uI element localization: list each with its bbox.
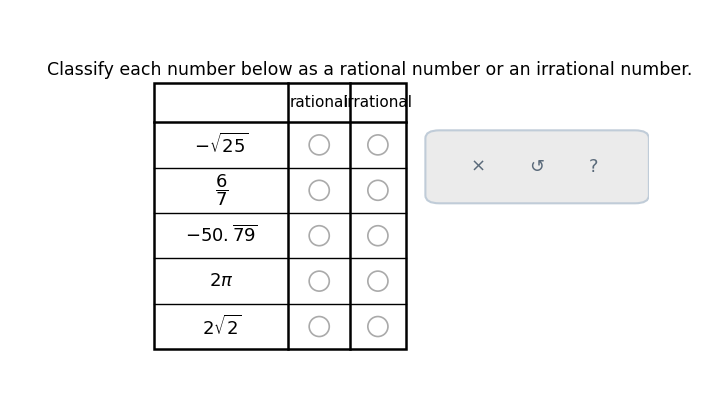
Text: ×: ×: [471, 158, 486, 176]
Bar: [154, 83, 406, 349]
Text: $\dfrac{6}{7}$: $\dfrac{6}{7}$: [215, 173, 228, 208]
Text: $-50.\overline{79}$: $-50.\overline{79}$: [185, 225, 257, 246]
Text: ?: ?: [588, 158, 598, 176]
Text: irrational: irrational: [343, 95, 412, 110]
Text: Classify each number below as a rational number or an irrational number.: Classify each number below as a rational…: [47, 61, 692, 79]
Text: rational: rational: [290, 95, 348, 110]
FancyBboxPatch shape: [425, 130, 649, 203]
Text: $2\pi$: $2\pi$: [209, 272, 234, 290]
Text: $2\sqrt{2}$: $2\sqrt{2}$: [201, 314, 242, 339]
Text: ↺: ↺: [530, 158, 544, 176]
Text: $-\sqrt{25}$: $-\sqrt{25}$: [194, 133, 249, 157]
